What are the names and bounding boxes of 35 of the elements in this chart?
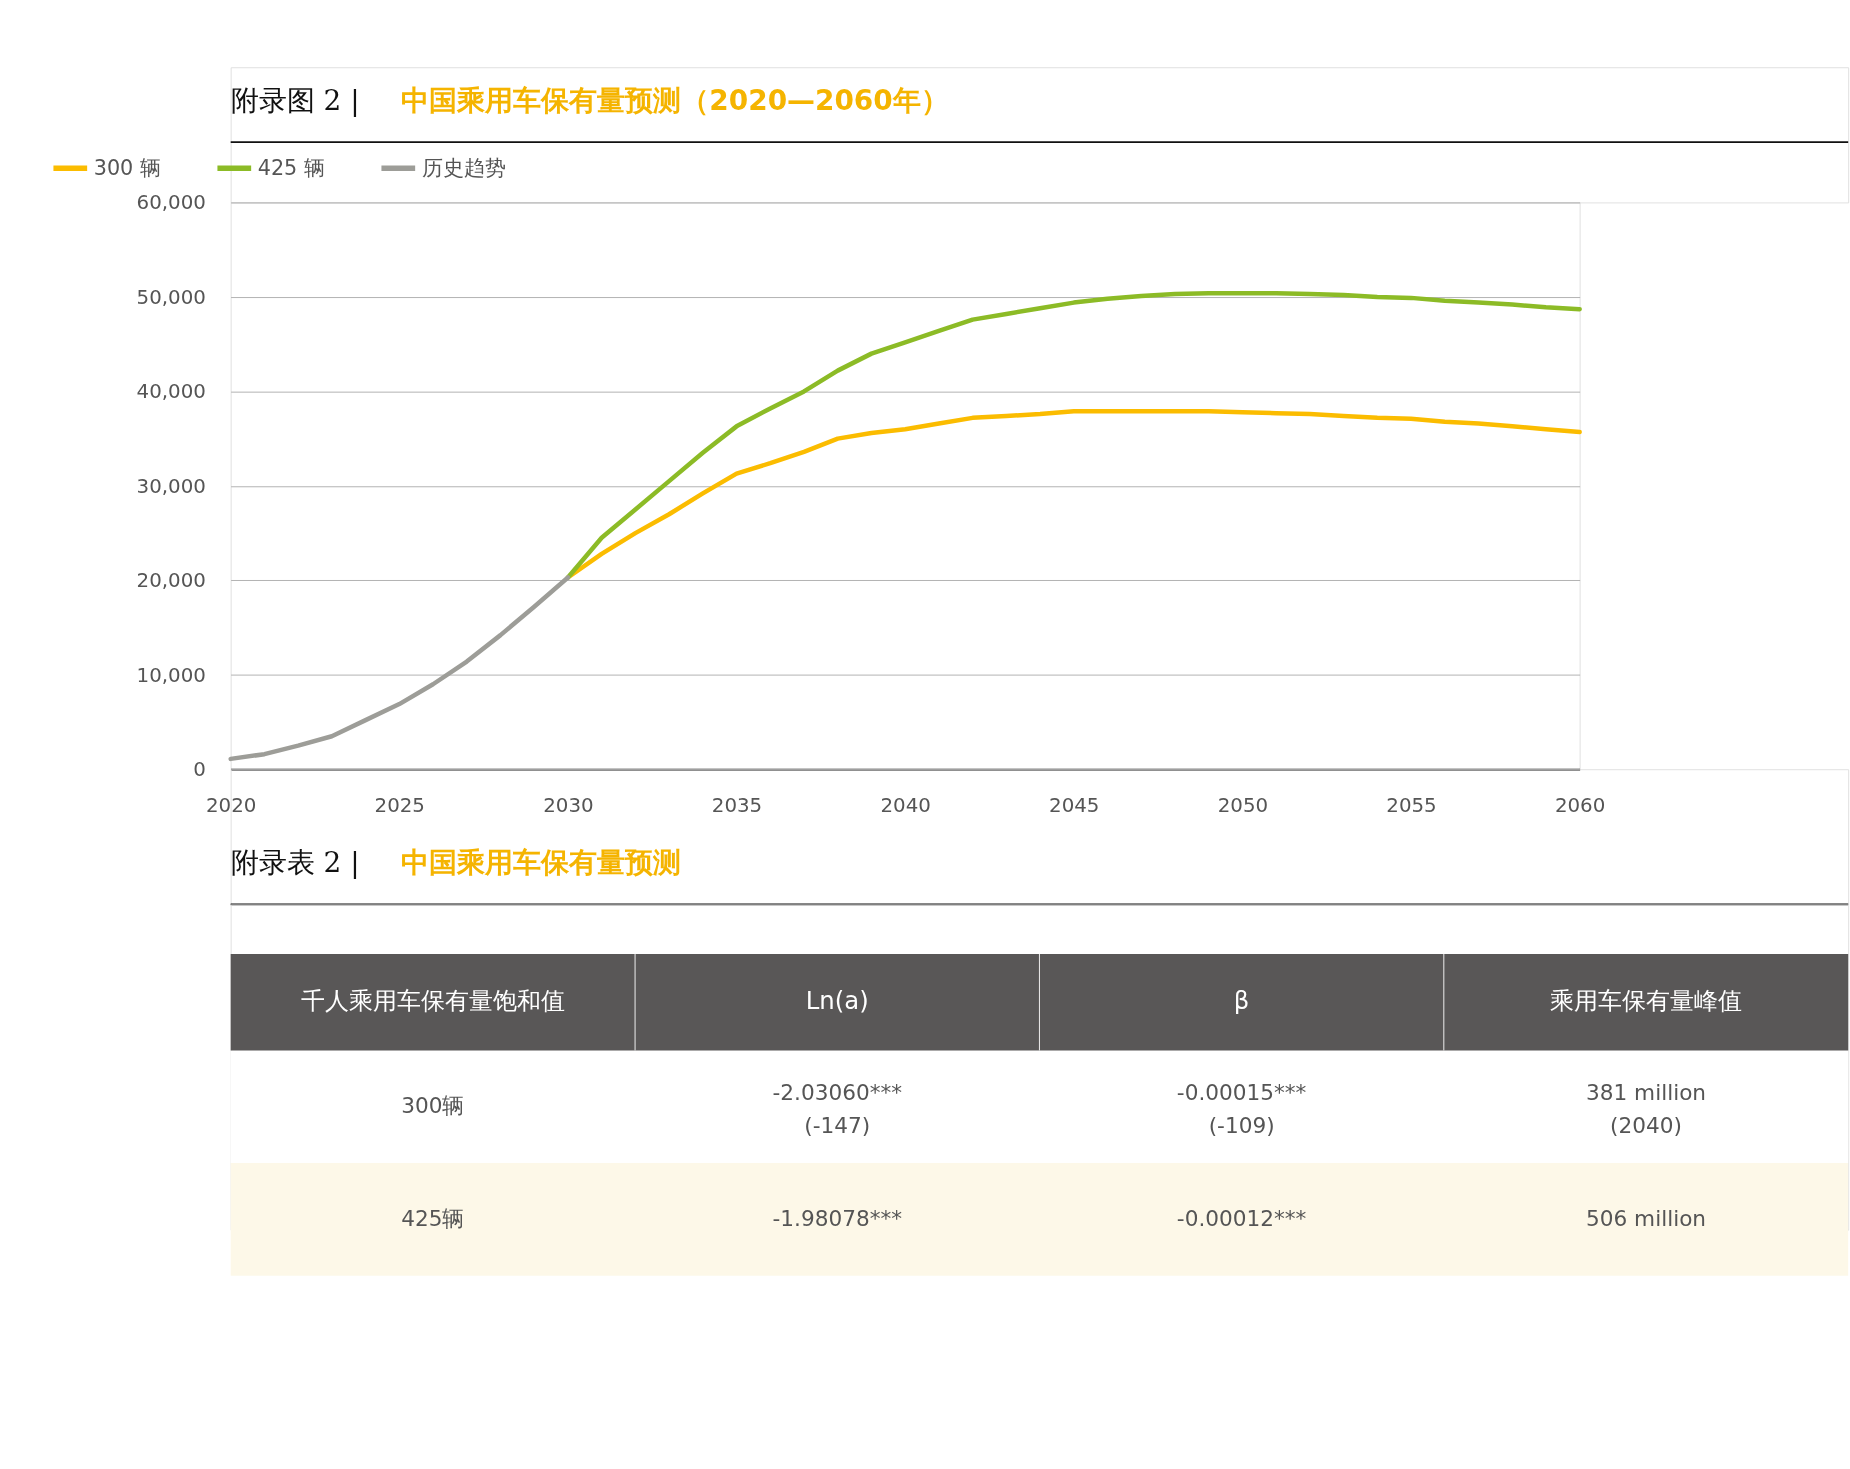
x-tick-label: 2025: [374, 794, 425, 818]
y-tick-label: 40,000: [136, 380, 206, 404]
chart-title: 附录表 2 | 中国乘用车保有量预测: [230, 846, 682, 879]
text: 506 million: [1585, 1205, 1707, 1231]
text: -2.03060*** (-147): [772, 1080, 903, 1138]
text: 425辆: [401, 1205, 465, 1231]
category-label: Ln(a): [805, 986, 869, 1016]
legend-label: 300 辆: [93, 155, 161, 180]
x-tick-label: 2050: [1217, 794, 1269, 818]
category-label: 千人乘用车保有量饱和值: [300, 986, 565, 1016]
y-tick-label: 10,000: [136, 663, 206, 687]
x-tick-label: 2060: [1554, 794, 1606, 818]
x-tick-label: 2040: [880, 794, 931, 818]
text: -0.00012***: [1176, 1205, 1307, 1231]
text: -0.00015*** (-109): [1176, 1080, 1307, 1138]
x-tick-label: 2030: [543, 794, 594, 818]
x-tick-label: 2045: [1049, 794, 1100, 818]
line-series: [565, 290, 1582, 580]
y-tick-label: 0: [193, 758, 206, 782]
line-series: [228, 575, 571, 762]
category-label: β: [1233, 986, 1250, 1016]
x-tick-label: 2055: [1386, 794, 1437, 818]
x-tick-label: 2035: [711, 794, 763, 818]
legend-label: 425 辆: [257, 155, 325, 180]
text: -1.98078***: [772, 1205, 903, 1231]
y-tick-label: 30,000: [136, 474, 206, 498]
text: 300辆: [401, 1093, 465, 1119]
x-tick-label: 2020: [205, 794, 257, 818]
chart-title: 附录图 2 | 中国乘用车保有量预测（2020—2060年）: [230, 83, 949, 117]
y-tick-label: 50,000: [136, 285, 206, 309]
legend-label: 历史趋势: [421, 155, 506, 180]
text: 381 million (2040): [1585, 1080, 1707, 1138]
y-tick-label: 20,000: [136, 569, 206, 593]
category-label: 乘用车保有量峰值: [1550, 986, 1743, 1016]
y-tick-label: 60,000: [136, 191, 206, 215]
